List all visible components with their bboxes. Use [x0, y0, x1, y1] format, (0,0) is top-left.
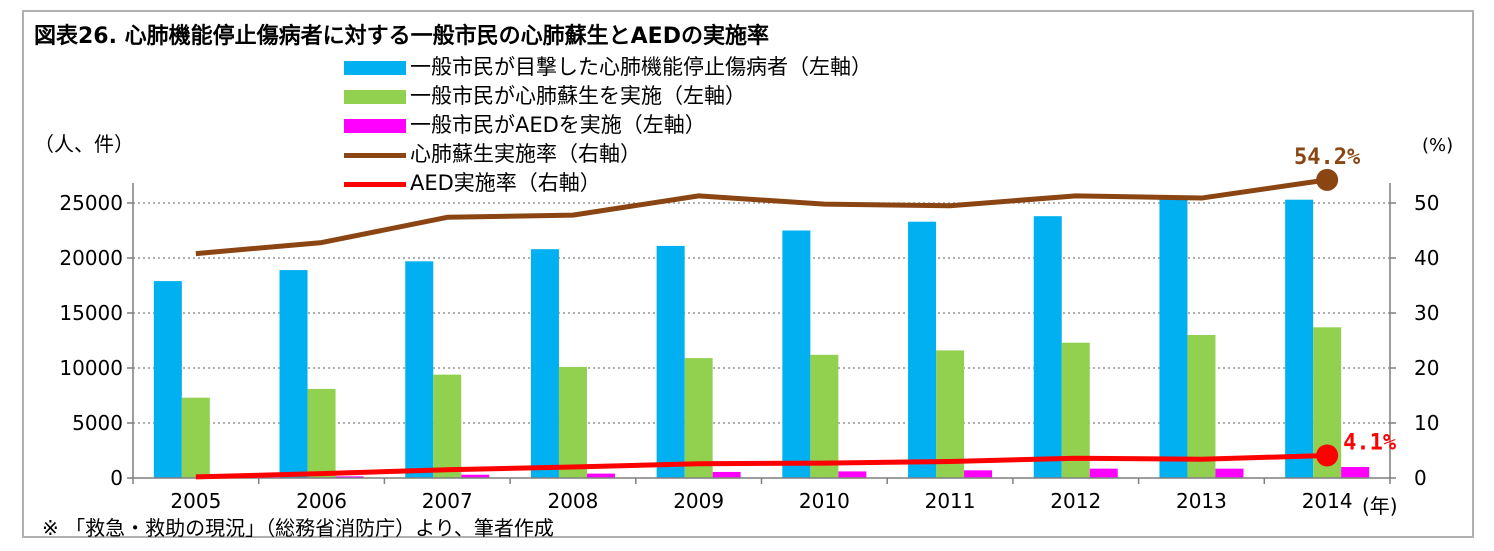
left-tick-label: 20000: [59, 246, 123, 270]
legend-line-aed-rate: [344, 182, 406, 187]
legend-swatch-aed: [344, 119, 406, 133]
bar-witnessed: [1033, 216, 1062, 478]
bar-cpr: [181, 397, 210, 478]
bar-witnessed: [1159, 197, 1188, 478]
right-tick-label: 50: [1414, 191, 1439, 215]
bar-cpr: [558, 366, 587, 478]
legend-label-cpr-rate: 心肺蘇生実施率（右軸）: [410, 142, 641, 166]
legend-label-witnessed: 一般市民が目撃した心肺機能停止傷病者（左軸）: [410, 55, 872, 79]
callout-aed-rate: 4.1%: [1343, 430, 1397, 455]
bar-cpr: [1061, 342, 1090, 478]
bar-cpr: [810, 354, 839, 478]
x-tick-label: 2005: [170, 489, 221, 513]
left-tick-label: 0: [110, 466, 123, 490]
bar-witnessed: [782, 230, 811, 478]
left-tick-label: 25000: [59, 191, 123, 215]
bar-aed: [838, 471, 867, 478]
right-tick-label: 40: [1414, 246, 1439, 270]
left-tick-label: 10000: [59, 356, 123, 380]
marker-aed-rate: [1316, 444, 1339, 467]
bar-witnessed: [908, 221, 937, 478]
right-tick-label: 0: [1414, 466, 1427, 490]
right-tick-label: 30: [1414, 301, 1439, 325]
x-tick-label: 2014: [1302, 489, 1353, 513]
bar-witnessed: [279, 270, 308, 478]
x-tick-label: 2013: [1176, 489, 1227, 513]
bar-aed: [586, 473, 615, 478]
bar-witnessed: [656, 245, 685, 478]
bar-aed: [1215, 468, 1244, 478]
bar-aed: [712, 471, 741, 478]
bar-aed: [1341, 467, 1370, 478]
bar-aed: [461, 474, 490, 478]
bar-witnessed: [530, 249, 559, 478]
bar-aed: [964, 470, 993, 478]
legend-swatch-witnessed: [344, 61, 406, 75]
chart-frame: [22, 10, 1474, 538]
legend-label-aed: 一般市民がAEDを実施（左軸）: [410, 113, 706, 137]
bar-cpr: [1187, 335, 1216, 478]
x-tick-label: 2009: [673, 489, 724, 513]
callout-cpr-rate: 54.2%: [1294, 145, 1361, 170]
bar-cpr: [433, 374, 462, 478]
legend-line-cpr-rate: [344, 153, 406, 158]
x-tick-label: 2006: [296, 489, 347, 513]
bar-aed: [1089, 468, 1118, 478]
x-tick-label: 2012: [1050, 489, 1101, 513]
right-tick-label: 10: [1414, 411, 1439, 435]
left-tick-label: 5000: [72, 411, 123, 435]
x-tick-label: 2010: [799, 489, 850, 513]
left-tick-label: 15000: [59, 301, 123, 325]
chart-title: 図表26. 心肺機能停止傷病者に対する一般市民の心肺蘇生とAEDの実施率: [34, 24, 769, 49]
legend-label-aed-rate: AED実施率（右軸）: [410, 171, 601, 195]
source-note: ※ 「救急・救助の現況」（総務省消防庁）より、筆者作成: [42, 516, 554, 540]
bar-witnessed: [153, 281, 182, 478]
x-tick-label: 2007: [422, 489, 473, 513]
bar-witnessed: [405, 261, 434, 478]
bar-aed: [335, 476, 364, 478]
bar-cpr: [684, 358, 713, 478]
x-axis-unit: (年): [1362, 494, 1398, 518]
bar-cpr: [307, 388, 336, 478]
line-cpr-rate: [195, 177, 1328, 257]
legend-label-cpr: 一般市民が心肺蘇生を実施（左軸）: [410, 84, 746, 108]
x-tick-label: 2008: [547, 489, 598, 513]
x-tick-label: 2011: [925, 489, 976, 513]
right-axis-unit: (%): [1422, 135, 1454, 156]
bar-witnessed: [1285, 199, 1314, 478]
right-tick-label: 20: [1414, 356, 1439, 380]
legend-swatch-cpr: [344, 90, 406, 104]
left-axis-unit: （人、件）: [34, 132, 134, 156]
marker-cpr-rate: [1316, 168, 1339, 191]
line-aed-rate: [195, 452, 1328, 480]
bar-cpr: [936, 350, 965, 478]
